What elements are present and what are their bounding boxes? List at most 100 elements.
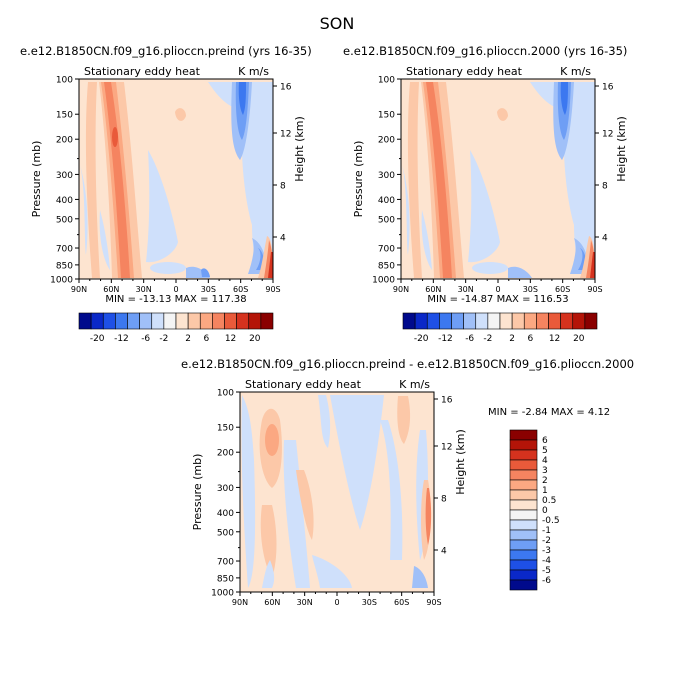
colorbar-label: -20 bbox=[90, 334, 105, 344]
field-warm-band bbox=[260, 505, 277, 578]
field-cool-band bbox=[99, 210, 110, 270]
field-warm-core bbox=[112, 127, 118, 147]
field-cool-band bbox=[412, 566, 428, 588]
colorbar-label: -6 bbox=[542, 576, 551, 586]
field-cool-band bbox=[201, 268, 210, 277]
field-cool-band bbox=[238, 82, 246, 115]
colorbar-swatch bbox=[572, 312, 586, 330]
panel-1-left-title: Stationary eddy heat bbox=[84, 65, 201, 78]
colorbar-swatch bbox=[509, 579, 538, 591]
y-tick-label: 500 bbox=[56, 215, 73, 225]
colorbar-label: 2 bbox=[185, 334, 191, 344]
colorbar-label: -6 bbox=[465, 334, 474, 344]
y-tick-label: 700 bbox=[217, 558, 234, 568]
field-warm-band bbox=[425, 488, 432, 545]
colorbar-label: 2 bbox=[542, 476, 548, 486]
colorbar-swatch bbox=[175, 312, 189, 330]
y-axis-label: Pressure (mb) bbox=[352, 141, 365, 218]
colorbar-swatch bbox=[475, 312, 489, 330]
panel-2-field bbox=[401, 79, 595, 279]
y-tick-label: 300 bbox=[217, 484, 234, 494]
y-tick-label: 700 bbox=[56, 245, 73, 255]
field-cool-band bbox=[208, 82, 273, 276]
y-axis-label: Pressure (mb) bbox=[30, 141, 43, 218]
colorbar-label: 12 bbox=[549, 334, 560, 344]
field-warm-band bbox=[426, 82, 452, 278]
colorbar-label: -6 bbox=[141, 334, 150, 344]
colorbar-swatch bbox=[451, 312, 464, 330]
x-tick-label: 30N bbox=[297, 598, 313, 607]
colorbar-label: -3 bbox=[542, 546, 551, 556]
colorbar-label: 5 bbox=[542, 446, 548, 456]
field-cool-band bbox=[262, 560, 275, 588]
field-warm-band bbox=[497, 108, 508, 121]
colorbar-label: -12 bbox=[438, 334, 453, 344]
x-tick-label: 30N bbox=[458, 285, 474, 294]
field-cool-band bbox=[241, 395, 256, 588]
field-cool-band bbox=[80, 165, 88, 255]
colorbar-swatch bbox=[163, 312, 177, 330]
page-title: SON bbox=[320, 14, 355, 33]
x-tick-label: 60S bbox=[394, 598, 409, 607]
y-tick-label: 150 bbox=[56, 111, 73, 121]
x-tick-label: 30S bbox=[523, 285, 538, 294]
colorbar-label: 3 bbox=[542, 466, 548, 476]
height-tick-label: 8 bbox=[441, 495, 447, 505]
x-tick-label: 0 bbox=[495, 285, 500, 294]
field-cool-band bbox=[283, 440, 310, 588]
x-tick-label: 90S bbox=[265, 285, 280, 294]
field-warm-band bbox=[397, 396, 411, 444]
colorbar-label: 20 bbox=[249, 334, 261, 344]
y-tick-label: 500 bbox=[217, 528, 234, 538]
y-tick-label: 200 bbox=[217, 449, 234, 459]
colorbar-swatch bbox=[509, 499, 538, 511]
field-warm-band bbox=[268, 252, 273, 278]
field-cool-band bbox=[318, 395, 331, 448]
y-tick-label: 300 bbox=[378, 171, 395, 181]
y-tick-label: 1000 bbox=[372, 276, 395, 286]
height-tick-label: 16 bbox=[280, 83, 292, 93]
height-tick-label: 12 bbox=[280, 130, 291, 140]
colorbar-swatch bbox=[509, 489, 538, 501]
height-tick-label: 12 bbox=[602, 130, 613, 140]
x-tick-label: 30S bbox=[201, 285, 216, 294]
colorbar-swatch bbox=[509, 529, 538, 541]
y-tick-label: 400 bbox=[217, 509, 234, 519]
colorbar-swatch bbox=[78, 312, 92, 330]
colorbar-swatch bbox=[90, 312, 104, 330]
y-tick-label: 150 bbox=[217, 424, 234, 434]
colorbar-top: -20 -12 -6 -2 2 6 12 20 bbox=[78, 312, 274, 344]
colorbar-swatch bbox=[509, 519, 538, 531]
y-tick-label: 400 bbox=[56, 196, 73, 206]
x-tick-label: 60N bbox=[264, 598, 280, 607]
y-tick-label: 850 bbox=[378, 261, 395, 271]
x-tick-label: 30N bbox=[136, 285, 152, 294]
field-cool-band bbox=[530, 82, 595, 276]
colorbar-label: 1 bbox=[542, 486, 548, 496]
y-tick-label: 850 bbox=[217, 574, 234, 584]
colorbar-swatch bbox=[139, 312, 153, 330]
colorbar-swatch bbox=[212, 312, 225, 330]
x-tick-label: 90S bbox=[426, 598, 441, 607]
panel-1-field bbox=[79, 79, 273, 279]
colorbar-swatch bbox=[236, 312, 250, 330]
field-warm-band bbox=[104, 82, 130, 278]
field-warm-band bbox=[85, 82, 100, 278]
colorbar-swatch bbox=[463, 312, 477, 330]
field-warm-band bbox=[265, 424, 279, 456]
colorbar-swatch bbox=[509, 509, 538, 521]
panel-2-units: K m/s bbox=[560, 65, 591, 78]
field-cool-band bbox=[150, 262, 186, 274]
x-tick-label: 90S bbox=[587, 285, 602, 294]
y-tick-label: 850 bbox=[56, 261, 73, 271]
panel-2-stats: MIN = -14.87 MAX = 116.53 bbox=[427, 294, 568, 305]
height-tick-label: 8 bbox=[280, 182, 286, 192]
y-tick-label: 1000 bbox=[211, 589, 234, 599]
colorbar-swatch bbox=[509, 549, 538, 561]
y-tick-label: 100 bbox=[56, 76, 73, 86]
colorbar-swatch bbox=[224, 312, 237, 330]
colorbar-label: -5 bbox=[542, 566, 551, 576]
height-tick-label: 4 bbox=[441, 547, 447, 557]
field-cool-band bbox=[421, 210, 432, 270]
